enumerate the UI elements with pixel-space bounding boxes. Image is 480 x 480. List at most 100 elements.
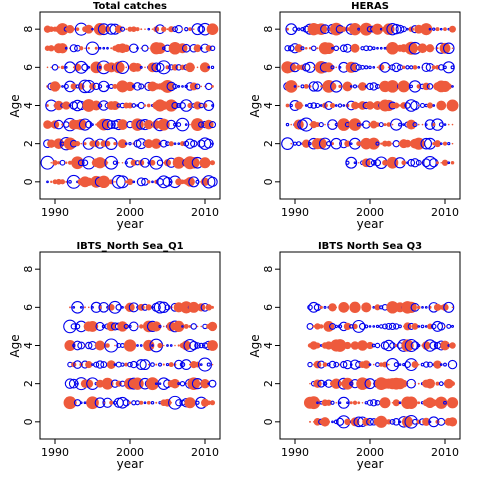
y-tick-label: 0 [22, 178, 35, 185]
data-point [112, 61, 125, 74]
data-point [141, 44, 149, 52]
data-point [112, 160, 118, 165]
data-point [356, 122, 361, 127]
y-ticks: 0 2 4 6 8 [22, 266, 40, 425]
x-tick-label: 2000 [356, 446, 384, 459]
data-point [404, 102, 411, 109]
data-point [446, 99, 459, 112]
data-point [417, 325, 421, 328]
data-point [101, 118, 114, 131]
data-point [446, 323, 452, 329]
data-point [352, 84, 358, 89]
data-point [209, 160, 216, 166]
data-point [125, 28, 128, 31]
data-point [421, 123, 424, 126]
data-point [163, 398, 172, 407]
data-point [211, 104, 214, 107]
data-point [372, 65, 376, 69]
data-point [209, 400, 216, 406]
data-point [374, 342, 381, 349]
data-point [187, 102, 193, 109]
data-point [414, 401, 416, 404]
data-point [386, 122, 392, 127]
data-point [405, 65, 410, 70]
data-point [91, 363, 94, 366]
data-point [350, 43, 360, 53]
data-point [177, 142, 181, 146]
data-point [173, 142, 177, 146]
y-ticks: 0 2 4 6 8 [22, 26, 40, 185]
data-point [201, 398, 209, 407]
data-point [327, 420, 331, 424]
data-point [114, 25, 123, 34]
data-point [335, 401, 338, 404]
x-axis-label: year [117, 457, 144, 471]
data-point [349, 85, 353, 88]
data-point [398, 420, 402, 424]
data-point [369, 120, 378, 129]
x-tick-label: 1990 [281, 446, 309, 459]
data-point [286, 62, 297, 73]
data-point [85, 341, 93, 350]
data-point [175, 117, 190, 132]
data-point [435, 396, 448, 409]
data-point [114, 181, 116, 183]
data-point [315, 23, 328, 36]
x-tick-label: 1990 [41, 446, 69, 459]
data-point [95, 401, 98, 404]
data-point [421, 62, 431, 73]
data-point [79, 305, 83, 309]
data-point [444, 325, 446, 328]
data-point [184, 123, 188, 126]
data-point [54, 100, 64, 111]
data-point [285, 103, 290, 108]
data-point [151, 62, 162, 73]
data-point [387, 401, 390, 404]
data-point [200, 85, 203, 88]
data-point [206, 400, 212, 406]
data-point [451, 142, 454, 145]
data-point [171, 101, 179, 110]
data-point [447, 359, 458, 370]
data-point [342, 104, 346, 107]
data-point [385, 140, 392, 147]
data-point [106, 360, 116, 369]
data-point [79, 401, 83, 405]
data-point [121, 305, 124, 309]
data-point [327, 28, 330, 30]
data-point [76, 382, 79, 386]
marks-ibts-q3 [303, 301, 459, 429]
data-point [130, 159, 137, 166]
data-point [440, 161, 443, 164]
data-point [387, 66, 390, 69]
data-point [410, 158, 420, 168]
data-point [330, 137, 343, 150]
data-point [382, 23, 395, 35]
data-point [190, 323, 198, 330]
data-point [405, 396, 418, 409]
data-point [206, 23, 219, 35]
data-point [379, 397, 391, 409]
data-point [357, 306, 360, 309]
data-point [177, 382, 181, 386]
data-point [50, 180, 53, 183]
data-point [375, 415, 388, 428]
data-point [307, 361, 313, 368]
data-point [147, 363, 150, 366]
data-point [326, 362, 331, 367]
x-tick-label: 1990 [281, 206, 309, 219]
data-point [184, 138, 196, 149]
data-point [146, 377, 159, 391]
data-point [383, 123, 387, 127]
x-ticks: 1990 2000 2010 [41, 199, 219, 219]
data-point [51, 64, 59, 71]
data-point [177, 85, 181, 88]
y-axis-label: Age [8, 94, 22, 117]
data-point [367, 137, 380, 150]
data-point [350, 341, 360, 350]
data-point [170, 401, 173, 404]
data-point [191, 118, 204, 132]
data-point [345, 156, 358, 169]
data-point [95, 360, 105, 369]
data-point [353, 161, 357, 165]
